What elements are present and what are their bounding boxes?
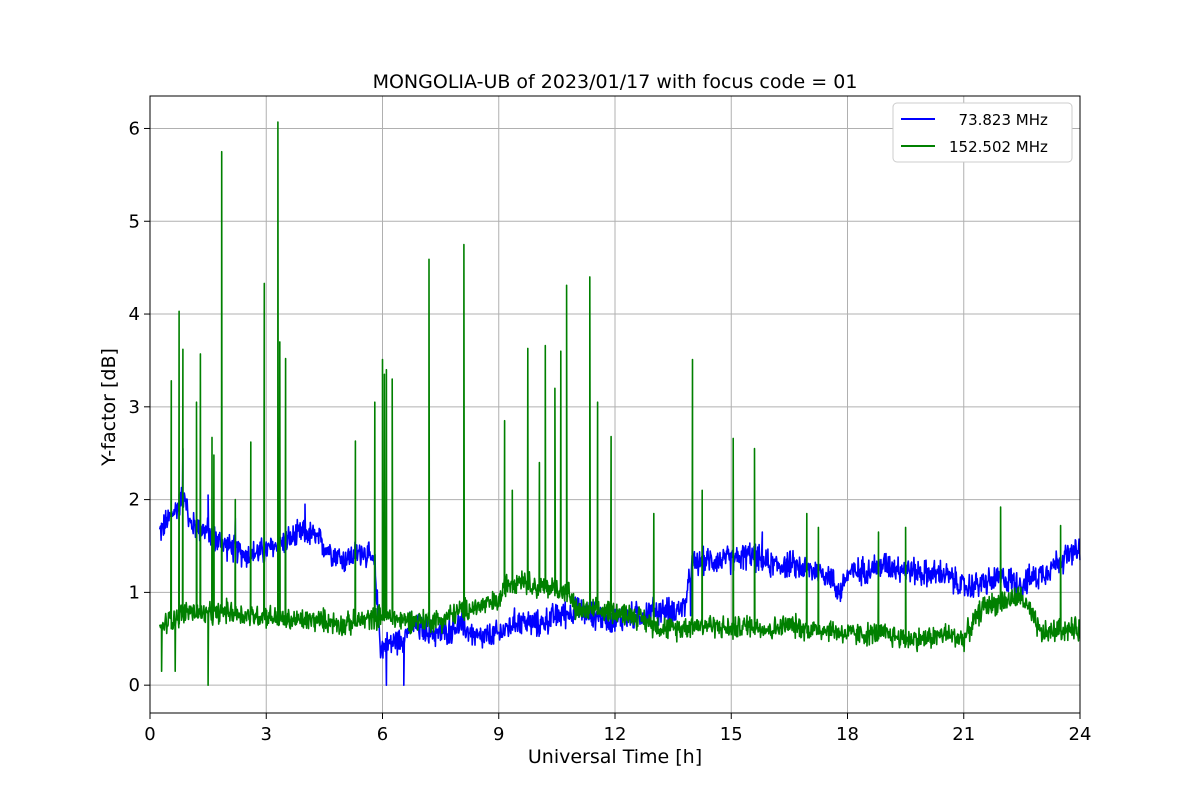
legend-box [892, 102, 1073, 163]
chart-title: MONGOLIA-UB of 2023/01/17 with focus cod… [373, 71, 858, 93]
legend-label-152-mhz: 152.502 MHz [949, 138, 1048, 156]
y-tick-label: 5 [129, 211, 140, 232]
y-axis-label: Y-factor [dB] [98, 348, 120, 467]
y-tick-label: 2 [129, 490, 140, 511]
legend-label-73-mhz: 73.823 MHz [949, 111, 1048, 129]
x-tick-label: 12 [604, 724, 627, 745]
x-axis-label: Universal Time [h] [528, 746, 702, 768]
y-tick-label: 3 [129, 397, 140, 418]
x-tick-label: 3 [261, 724, 272, 745]
x-tick-label: 24 [1069, 724, 1092, 745]
x-tick-label: 15 [720, 724, 743, 745]
y-tick-label: 4 [129, 304, 140, 325]
x-tick-label: 18 [836, 724, 859, 745]
series-lines [158, 121, 1081, 686]
x-tick-label: 21 [952, 724, 975, 745]
y-tick-label: 1 [129, 582, 140, 603]
grid [149, 96, 1081, 713]
series-line-1 [158, 121, 1081, 686]
y-tick-label: 6 [129, 118, 140, 139]
x-tick-label: 9 [493, 724, 504, 745]
x-tick-label: 6 [377, 724, 388, 745]
legend: 73.823 MHz 152.502 MHz [892, 102, 1073, 163]
series-line-0 [158, 447, 1081, 686]
x-tick-label: 0 [144, 724, 155, 745]
y-tick-label: 0 [129, 675, 140, 696]
